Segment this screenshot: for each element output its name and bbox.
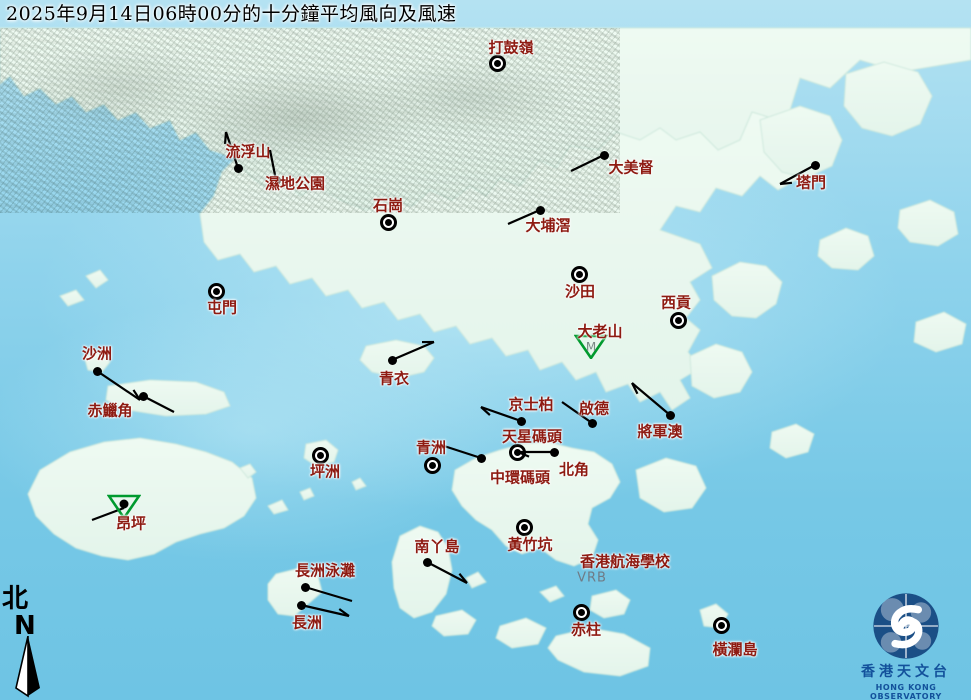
calm-wind-ring-icon <box>669 311 687 329</box>
station-label: 赤鱲角 <box>87 401 133 420</box>
station-label: 青洲 <box>415 438 447 457</box>
station-dot-icon <box>476 453 486 463</box>
station-label: 赤柱 <box>570 620 602 639</box>
calm-wind-ring-icon <box>488 54 506 72</box>
station-label: 黃竹坑 <box>507 535 553 554</box>
page-title: 2025年9月14日06時00分的十分鐘平均風向及風速 <box>6 3 457 25</box>
station-label: 石崗 <box>372 196 404 215</box>
hko-emblem-icon <box>873 593 939 659</box>
calm-wind-ring-icon <box>311 446 329 464</box>
station-dot-icon <box>516 416 526 426</box>
station-label: 屯門 <box>206 298 238 317</box>
station-label: 西貢 <box>660 293 692 312</box>
station-dot-icon <box>535 205 545 215</box>
maintenance-triangle-icon: M <box>573 334 609 361</box>
station-label: 打鼓嶺 <box>488 38 534 57</box>
calm-wind-ring-icon <box>207 282 225 300</box>
station-dot-icon <box>233 163 243 173</box>
station-dot-icon <box>387 355 397 365</box>
calm-wind-ring-icon <box>712 616 730 634</box>
station-label: 中環碼頭 <box>489 468 551 487</box>
compass-north-cn: 北 <box>2 584 29 614</box>
annotation-label: 香港航海學校 <box>579 552 671 571</box>
calm-wind-ring-icon <box>570 265 588 283</box>
station-dot-icon <box>810 160 820 170</box>
station-dot-icon <box>300 582 310 592</box>
calm-wind-ring-icon <box>423 456 441 474</box>
calm-wind-ring-icon <box>515 518 533 536</box>
station-dot-icon <box>138 391 148 401</box>
station-label: 坪洲 <box>309 462 341 481</box>
station-label: 大美督 <box>608 158 654 177</box>
station-dot-icon <box>549 447 559 457</box>
station-label: 塔門 <box>795 173 827 192</box>
station-label: 長洲 <box>291 613 323 632</box>
station-label: 青衣 <box>378 369 410 388</box>
station-dot-icon <box>296 600 306 610</box>
station-label: 長洲泳灘 <box>294 561 356 580</box>
calm-wind-ring-icon <box>379 213 397 231</box>
station-dot-icon <box>271 175 281 185</box>
station-label: 濕地公園 <box>264 174 326 193</box>
station-label: 京士柏 <box>508 395 554 414</box>
station-label: 將軍澳 <box>637 422 683 441</box>
station-label: 沙田 <box>564 282 596 301</box>
station-label: 昂坪 <box>115 514 147 533</box>
hko-logo: 香港天文台 HONG KONG OBSERVATORY <box>845 592 967 700</box>
station-label: 沙洲 <box>81 344 113 363</box>
compass-needle-icon <box>15 636 40 698</box>
station-label: 南丫島 <box>414 537 460 556</box>
svg-text:M: M <box>586 340 596 354</box>
compass-rose: 北 N <box>2 586 58 698</box>
station-label: 流浮山 <box>225 142 271 161</box>
hko-logo-en: HONG KONG OBSERVATORY <box>870 683 942 700</box>
variable-wind-code: VRB <box>577 570 607 586</box>
station-dot-icon <box>587 418 597 428</box>
calm-wind-ring-icon <box>508 443 526 461</box>
station-label: 天星碼頭 <box>501 427 563 446</box>
calm-wind-ring-icon <box>572 603 590 621</box>
station-dot-icon <box>422 557 432 567</box>
station-dot-icon <box>92 366 102 376</box>
station-dot-icon <box>665 410 675 420</box>
station-label: 大老山 <box>577 322 623 341</box>
station-label: 橫瀾島 <box>712 640 758 659</box>
hko-logo-cn: 香港天文台 <box>861 664 951 680</box>
station-label: 大埔滘 <box>525 216 571 235</box>
station-label: 北角 <box>558 460 590 479</box>
station-dot-icon <box>599 150 609 160</box>
compass-north-en: N <box>14 611 36 641</box>
station-label: 啟德 <box>578 399 610 418</box>
maintenance-triangle-icon <box>106 494 142 521</box>
